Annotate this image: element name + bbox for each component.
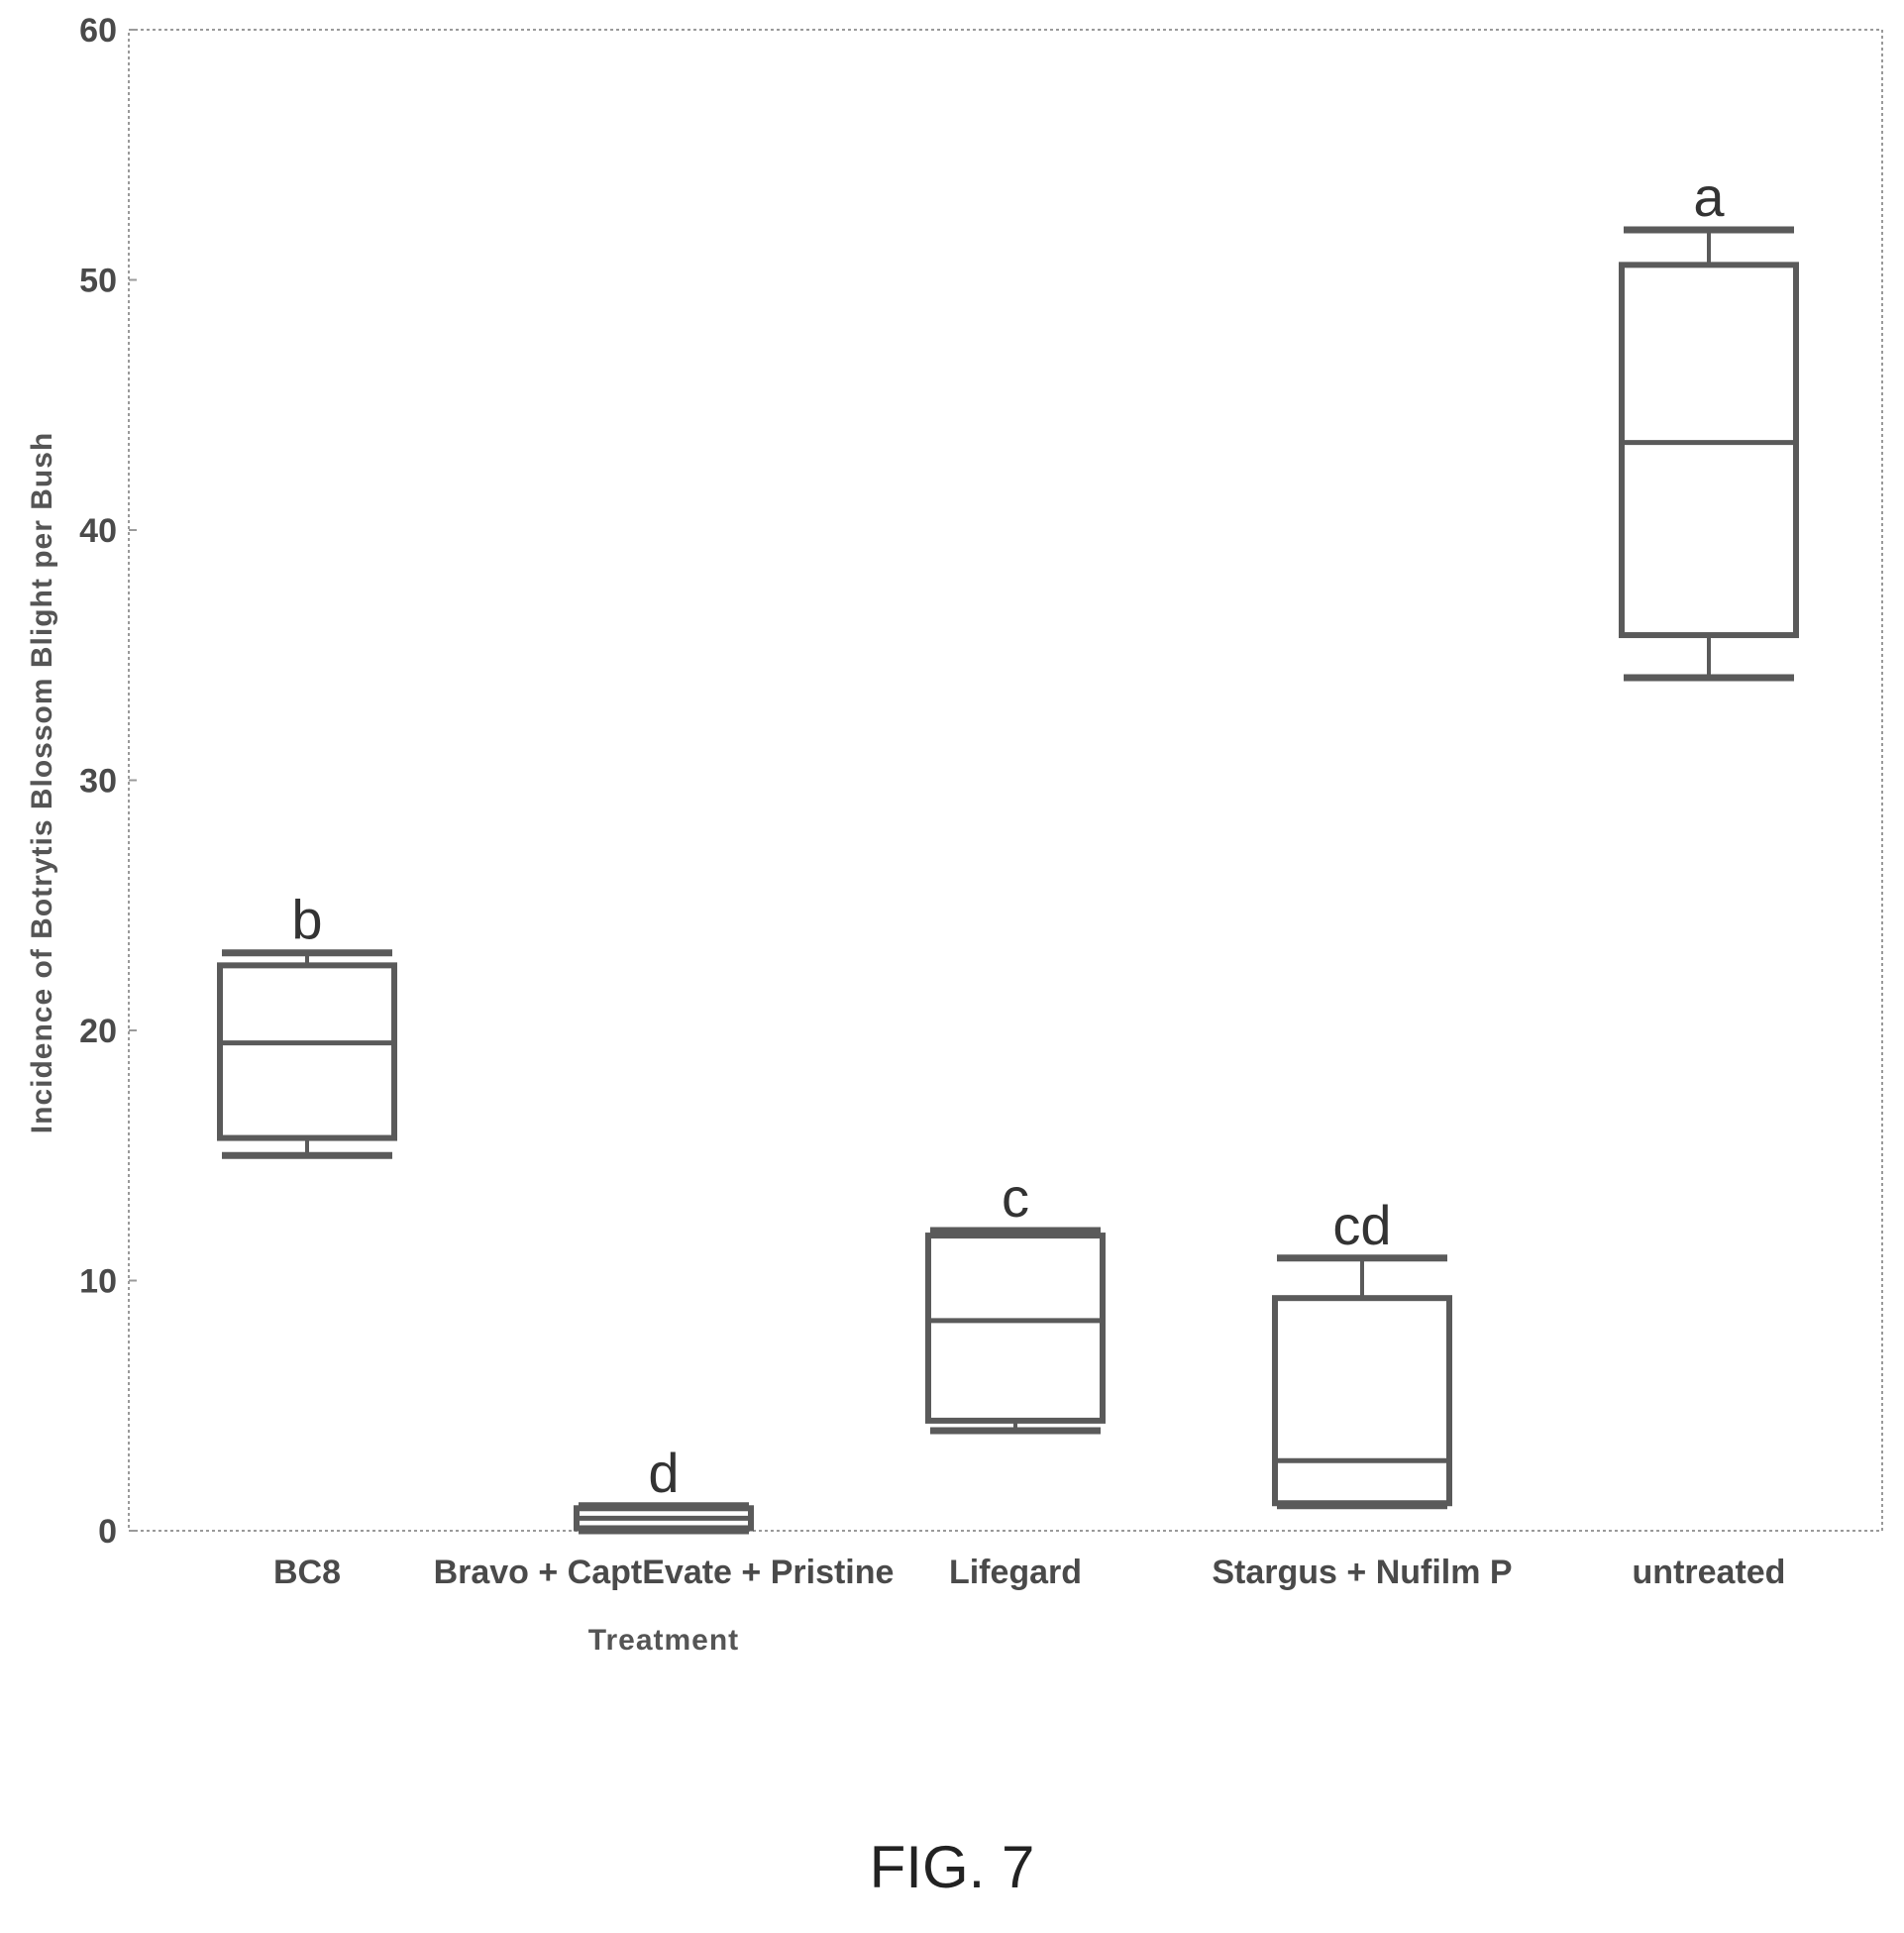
significance-letter: a — [1693, 165, 1725, 228]
box-group: d — [574, 1442, 754, 1535]
box-group: c — [925, 1166, 1106, 1435]
x-axis-title: Treatment — [588, 1624, 739, 1657]
significance-letter: d — [648, 1442, 679, 1504]
figure-caption: FIG. 7 — [869, 1834, 1035, 1900]
x-category-label: Bravo + CaptEvate + Pristine — [434, 1554, 895, 1591]
y-tick-label: 10 — [79, 1263, 117, 1301]
x-category-label: Lifegard — [949, 1554, 1082, 1591]
x-axis-categories: BC8 Bravo + CaptEvate + Pristine Lifegard S… — [273, 1554, 1785, 1591]
significance-letter: c — [1002, 1166, 1029, 1229]
iqr-box — [217, 962, 397, 1141]
y-tick-label: 0 — [98, 1513, 117, 1551]
box-group: b — [217, 889, 397, 1159]
iqr-box — [1619, 262, 1799, 639]
y-tick-label: 40 — [79, 512, 117, 550]
box-group: cd — [1272, 1194, 1452, 1510]
box-group: a — [1619, 165, 1799, 682]
y-axis-ticks: 0 10 20 30 40 50 60 — [79, 12, 137, 1551]
y-tick-label: 20 — [79, 1013, 117, 1050]
y-tick-label: 30 — [79, 763, 117, 801]
plot-frame — [128, 29, 1883, 1532]
significance-letter: cd — [1332, 1194, 1391, 1256]
x-category-label: untreated — [1633, 1554, 1786, 1591]
significance-letter: b — [291, 889, 322, 951]
x-category-label: BC8 — [273, 1554, 341, 1591]
iqr-box — [1272, 1295, 1452, 1507]
x-category-label: Stargus + Nufilm P — [1212, 1554, 1512, 1591]
y-tick-label: 50 — [79, 263, 117, 300]
y-tick-label: 60 — [79, 12, 117, 50]
iqr-box — [925, 1233, 1106, 1424]
y-axis-title: Incidence of Botrytis Blossom Blight per… — [26, 432, 58, 1133]
box-series: b d c cd a — [217, 165, 1799, 1535]
